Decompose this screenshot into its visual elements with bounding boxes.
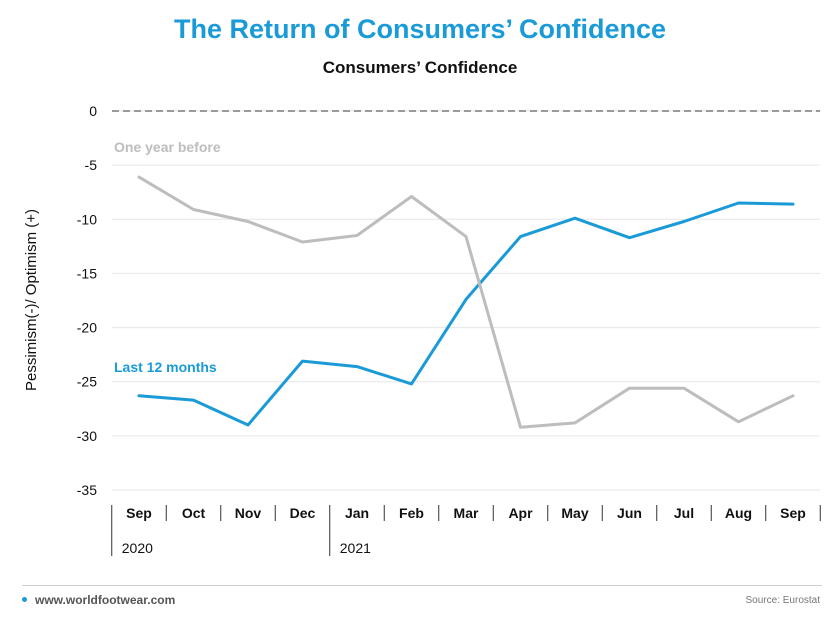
series-lines [137, 175, 795, 429]
x-tick-label: Sep [780, 505, 806, 521]
footer-site: www.worldfootwear.com [22, 593, 175, 607]
x-tick-label: Oct [182, 505, 206, 521]
x-tick-label: Dec [290, 505, 316, 521]
y-axis-ticks: 0 -5 -10 -15 -20 -25 -30 -35 [77, 103, 97, 498]
y-tick-label: -20 [77, 320, 97, 336]
chart-subtitle: Consumers’ Confidence [322, 58, 518, 77]
y-tick-label: -35 [77, 482, 97, 498]
y-tick-label: 0 [89, 103, 97, 119]
line-chart: 0 -5 -10 -15 -20 -25 -30 -35 Sep Oct Nov Dec Jan Feb… [23, 103, 821, 556]
y-tick-label: -25 [77, 374, 97, 390]
series-label-last-12-months: Last 12 months [114, 359, 217, 375]
footer-divider [22, 585, 822, 586]
y-tick-label: -30 [77, 428, 97, 444]
x-tick-label: Sep [126, 505, 152, 521]
x-tick-label: Jan [345, 505, 369, 521]
bullet-dot-icon [22, 597, 27, 603]
x-tick-label: May [561, 505, 588, 521]
year-label: 2021 [340, 540, 371, 556]
year-label: 2020 [122, 540, 153, 556]
x-tick-label: Aug [725, 505, 752, 521]
footer-source: Source: Eurostat [745, 595, 820, 606]
x-tick-label: Feb [399, 505, 424, 521]
gridlines [112, 110, 820, 491]
series-labels: Last 12 months One year before [114, 139, 221, 375]
x-tick-label: Apr [508, 505, 533, 521]
x-tick-label: Nov [235, 505, 262, 521]
series-label-one-year-before: One year before [114, 139, 221, 155]
x-tick-label: Jul [674, 505, 694, 521]
footer-site-text: www.worldfootwear.com [35, 593, 176, 607]
y-tick-label: -5 [85, 157, 98, 173]
y-tick-label: -10 [77, 211, 97, 227]
y-tick-label: -15 [77, 265, 97, 281]
y-axis-label: Pessimism(-)/ Optimism (+) [23, 209, 40, 391]
series-line-one-year-before [137, 175, 795, 429]
x-axis: Sep Oct Nov Dec Jan Feb Mar Apr May Jun Jul Aug Sep 2… [111, 505, 821, 556]
chart-title: The Return of Consumers’ Confidence [173, 14, 667, 44]
x-tick-label: Jun [617, 505, 642, 521]
x-tick-label: Mar [454, 505, 479, 521]
series-line-last-12-months [137, 201, 795, 427]
